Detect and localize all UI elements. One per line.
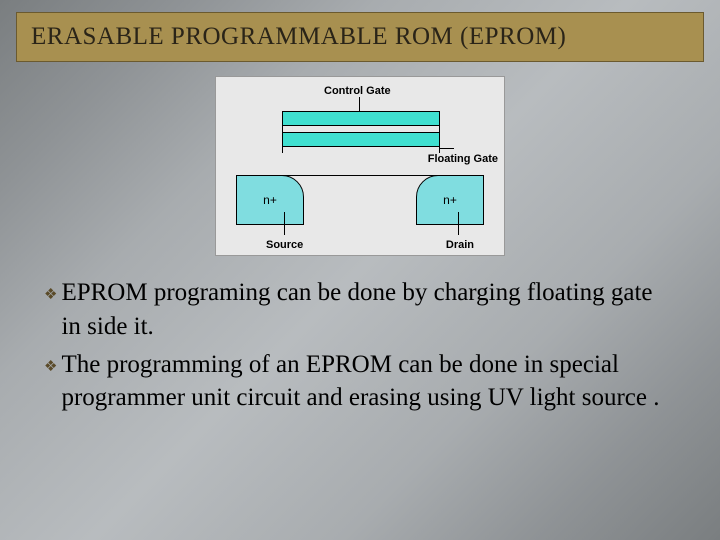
control-gate-leader: [359, 97, 360, 111]
control-gate-label: Control Gate: [324, 85, 391, 97]
list-item: ❖ EPROM programing can be done by chargi…: [44, 276, 676, 344]
floating-gate-label: Floating Gate: [428, 153, 498, 165]
substrate-surface: [281, 175, 439, 176]
page-title: ERASABLE PROGRAMMABLE ROM (EPROM): [31, 23, 566, 50]
drain-well: n+: [416, 175, 484, 225]
oxide-layer-bottom: [282, 147, 440, 153]
bullet-list: ❖ EPROM programing can be done by chargi…: [16, 276, 704, 415]
bullet-text: The programming of an EPROM can be done …: [61, 348, 676, 416]
eprom-diagram: Control Gate Floating Gate n+ n+ Source …: [215, 76, 505, 256]
bullet-text: EPROM programing can be done by charging…: [61, 276, 676, 344]
drain-label: Drain: [446, 239, 474, 251]
source-leader: [284, 212, 285, 235]
control-gate-layer: [282, 111, 440, 126]
diagram-container: Control Gate Floating Gate n+ n+ Source …: [16, 76, 704, 256]
list-item: ❖ The programming of an EPROM can be don…: [44, 348, 676, 416]
source-label: Source: [266, 239, 303, 251]
floating-gate-layer: [282, 132, 440, 147]
title-bar: ERASABLE PROGRAMMABLE ROM (EPROM): [16, 12, 704, 62]
diamond-icon: ❖: [44, 285, 57, 305]
slide: ERASABLE PROGRAMMABLE ROM (EPROM) Contro…: [0, 0, 720, 540]
substrate: n+ n+: [236, 175, 484, 233]
source-well: n+: [236, 175, 304, 225]
drain-leader: [458, 212, 459, 235]
diamond-icon: ❖: [44, 357, 57, 377]
gate-stack: [282, 111, 440, 153]
